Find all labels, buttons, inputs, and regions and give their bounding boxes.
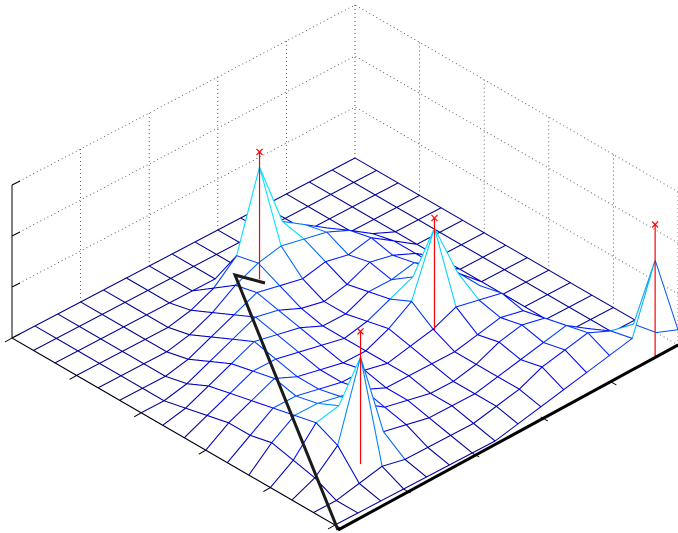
z-tick (11, 282, 21, 288)
axes (4, 180, 678, 530)
annotation-line (232, 272, 340, 531)
stems (256, 148, 659, 465)
x-tick (4, 337, 13, 343)
front-edge (337, 343, 678, 532)
marker (651, 220, 659, 228)
x-tick (198, 449, 207, 455)
mesh-face (633, 259, 678, 334)
x-tick (327, 524, 336, 530)
marker (256, 148, 263, 156)
marker (431, 214, 438, 222)
mesh (11, 157, 678, 526)
x-tick (69, 374, 77, 380)
grid-line (11, 106, 678, 295)
marker (357, 328, 364, 335)
grid-line (11, 55, 678, 244)
z-tick (11, 333, 21, 339)
z-tick (11, 180, 21, 186)
x-tick (263, 487, 271, 493)
grid-line (11, 4, 678, 193)
x-tick (133, 412, 142, 418)
x-axis (11, 337, 336, 526)
annotation (232, 272, 678, 532)
z-tick (11, 231, 21, 237)
